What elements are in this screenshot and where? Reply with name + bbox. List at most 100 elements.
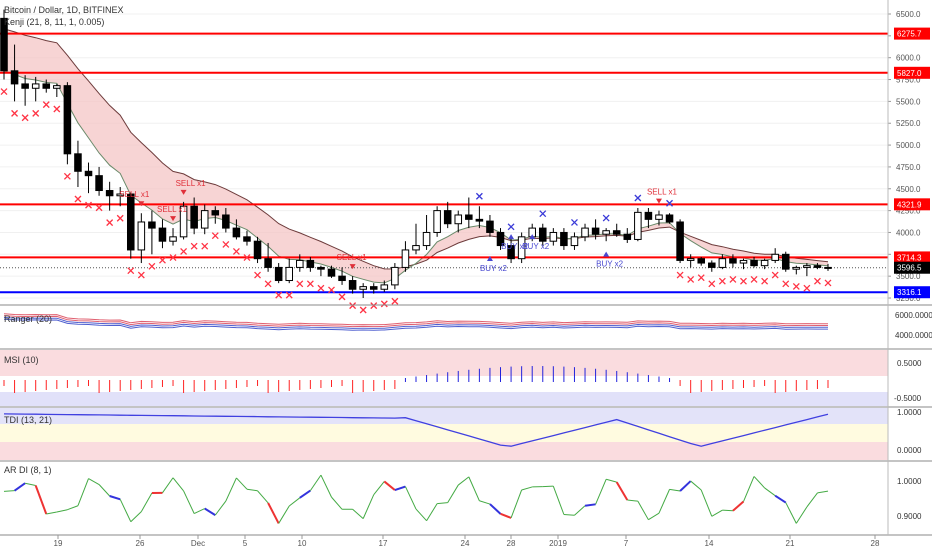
ranger-title[interactable]: Ranger (20) bbox=[4, 314, 52, 324]
price-tick-label: 6000.0 bbox=[896, 54, 921, 63]
candle-down bbox=[677, 222, 684, 260]
price-tick-label: 4750.0 bbox=[896, 163, 921, 172]
ranger-tick-high: 6000.0000 bbox=[895, 311, 932, 320]
candle-up bbox=[550, 232, 557, 241]
time-tick-label: 28 bbox=[507, 539, 516, 548]
candle-up bbox=[804, 266, 811, 268]
candle-down bbox=[75, 154, 82, 171]
candle-up bbox=[571, 237, 578, 246]
candle-up bbox=[32, 84, 39, 88]
tdi-band-top bbox=[0, 408, 888, 424]
candle-up bbox=[413, 246, 420, 250]
candle-up bbox=[360, 287, 367, 290]
ardi-tick-high: 1.0000 bbox=[897, 477, 922, 486]
tdi-tick-high: 1.0000 bbox=[897, 408, 922, 417]
ardi-segment bbox=[722, 510, 733, 511]
ranger-tick-low: 4000.0000 bbox=[895, 331, 932, 340]
candle-down bbox=[307, 260, 314, 267]
time-tick-label: 24 bbox=[461, 539, 470, 548]
candle-down bbox=[444, 211, 451, 224]
candle-down bbox=[814, 266, 821, 268]
buy-label: BUY x2 bbox=[596, 260, 624, 269]
candle-down bbox=[318, 267, 325, 269]
candle-down bbox=[159, 228, 166, 241]
candle-up bbox=[687, 259, 694, 261]
level-label-text: 4321.9 bbox=[897, 200, 922, 209]
candle-up bbox=[286, 267, 293, 280]
candle-up bbox=[54, 86, 61, 89]
tdi-tick-low: 0.0000 bbox=[897, 446, 922, 455]
price-tick-label: 6500.0 bbox=[896, 10, 921, 19]
candle-up bbox=[603, 231, 610, 234]
candle-up bbox=[392, 267, 399, 284]
sell-label: SELL x1 bbox=[157, 205, 187, 214]
candle-up bbox=[434, 211, 441, 233]
candle-down bbox=[539, 228, 546, 241]
msi-band-top bbox=[0, 350, 888, 376]
candle-down bbox=[191, 206, 198, 228]
time-tick-label: 19 bbox=[54, 539, 63, 548]
candle-down bbox=[127, 194, 134, 250]
candle-down bbox=[466, 215, 473, 219]
candle-down bbox=[64, 86, 71, 154]
candle-down bbox=[43, 84, 50, 88]
candle-down bbox=[212, 211, 219, 215]
ardi-title[interactable]: AR DI (8, 1) bbox=[4, 465, 52, 475]
buy-label: BUY x2 bbox=[480, 264, 508, 273]
ardi-tick-low: 0.9000 bbox=[897, 512, 922, 521]
candle-up bbox=[170, 237, 177, 241]
candle-down bbox=[328, 269, 335, 276]
time-tick-label: 7 bbox=[624, 539, 629, 548]
time-tick-label: 28 bbox=[871, 539, 880, 548]
candle-down bbox=[730, 259, 737, 263]
candle-up bbox=[740, 260, 747, 263]
candle-up bbox=[582, 228, 589, 237]
sell-label: SELL x1 bbox=[647, 188, 677, 197]
tdi-title[interactable]: TDI (13, 21) bbox=[4, 415, 52, 425]
price-tick-label: 4000.0 bbox=[896, 228, 921, 237]
candle-up bbox=[402, 250, 409, 267]
msi-band-bottom bbox=[0, 392, 888, 406]
candle-down bbox=[751, 260, 758, 265]
indicator-legend[interactable]: Kenji (21, 8, 11, 1, 0.005) bbox=[4, 17, 104, 27]
candle-up bbox=[719, 259, 726, 268]
price-tick-label: 5000.0 bbox=[896, 141, 921, 150]
candle-down bbox=[624, 234, 631, 239]
level-label-text: 3714.3 bbox=[897, 253, 922, 262]
candle-up bbox=[656, 215, 663, 219]
tdi-band-bottom bbox=[0, 442, 888, 460]
candle-down bbox=[339, 276, 346, 280]
price-tick-label: 5500.0 bbox=[896, 97, 921, 106]
candle-down bbox=[106, 191, 113, 196]
msi-tick-high: 0.5000 bbox=[897, 359, 922, 368]
candle-up bbox=[772, 254, 779, 260]
time-tick-label: 17 bbox=[379, 539, 388, 548]
candle-up bbox=[381, 285, 388, 289]
time-tick-label: Dec bbox=[191, 539, 205, 548]
symbol-title[interactable]: Bitcoin / Dollar, 1D, BITFINEX bbox=[4, 5, 124, 15]
candle-up bbox=[761, 260, 768, 265]
time-tick-label: 21 bbox=[786, 539, 795, 548]
candle-down bbox=[349, 281, 356, 290]
level-label-text: 6275.7 bbox=[897, 30, 922, 39]
candle-down bbox=[96, 176, 103, 191]
candle-down bbox=[645, 212, 652, 219]
level-label-text: 5827.0 bbox=[897, 69, 922, 78]
candle-up bbox=[297, 260, 304, 267]
candle-down bbox=[782, 254, 789, 269]
candle-down bbox=[223, 215, 230, 228]
sell-label: SELL x1 bbox=[119, 190, 149, 199]
time-tick-label: 26 bbox=[136, 539, 145, 548]
candle-down bbox=[85, 171, 92, 175]
time-tick-label: 2019 bbox=[549, 539, 567, 548]
msi-title[interactable]: MSI (10) bbox=[4, 355, 39, 365]
candle-down bbox=[666, 215, 673, 222]
time-tick-label: 5 bbox=[243, 539, 248, 548]
time-tick-label: 10 bbox=[298, 539, 307, 548]
msi-tick-low: -0.5000 bbox=[894, 394, 922, 403]
candle-down bbox=[370, 287, 377, 290]
candle-down bbox=[592, 228, 599, 234]
buy-label: BUY x2 bbox=[522, 242, 550, 251]
